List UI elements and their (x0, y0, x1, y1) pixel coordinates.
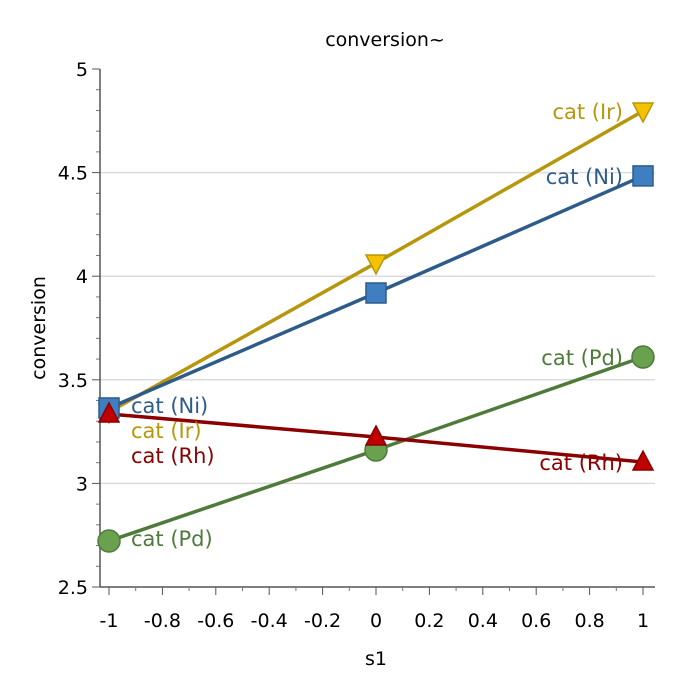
series-label-right: cat (Ni) (546, 165, 623, 189)
x-axis-label: s1 (365, 648, 387, 670)
y-axis-label: conversion (28, 276, 50, 380)
x-tick-label: 1 (637, 610, 649, 632)
x-tick-label: 0.2 (414, 610, 444, 632)
data-point-triangle-up (364, 424, 388, 446)
x-tick-label: -0.4 (251, 610, 288, 632)
series-label-left: cat (Rh) (131, 444, 215, 468)
data-point-triangle-down (364, 254, 388, 276)
data-point-triangle-down (631, 102, 655, 124)
y-tick-label: 4.5 (58, 163, 88, 185)
series-label-right: cat (Rh) (539, 451, 623, 475)
x-tick-label: 0 (370, 610, 382, 632)
series-label-left: cat (Pd) (131, 527, 213, 551)
chart-title: conversion~ (325, 29, 445, 51)
data-point-triangle-up (631, 449, 655, 471)
y-tick-label: 2.5 (58, 577, 88, 599)
data-point-triangle-up (97, 401, 121, 423)
x-tick-label: 0.6 (521, 610, 551, 632)
y-tick-label: 5 (76, 59, 88, 81)
data-point-circle (97, 529, 121, 553)
data-point-square (632, 165, 654, 187)
series-label-right: cat (Ir) (552, 100, 623, 124)
y-tick-label: 3 (76, 473, 88, 495)
x-tick-label: -1 (100, 610, 119, 632)
y-tick-label: 4 (76, 266, 88, 288)
series-label-left: cat (Ir) (131, 419, 202, 443)
x-tick-label: -0.2 (304, 610, 341, 632)
data-point-square (365, 282, 387, 304)
series-label-left: cat (Ni) (131, 394, 208, 418)
x-tick-label: 0.4 (468, 610, 498, 632)
data-point-circle (631, 345, 655, 369)
x-tick-label: 0.8 (574, 610, 604, 632)
x-tick-label: -0.8 (144, 610, 181, 632)
y-tick-label: 3.5 (58, 370, 88, 392)
series-label-right: cat (Pd) (541, 346, 623, 370)
x-tick-label: -0.6 (197, 610, 234, 632)
